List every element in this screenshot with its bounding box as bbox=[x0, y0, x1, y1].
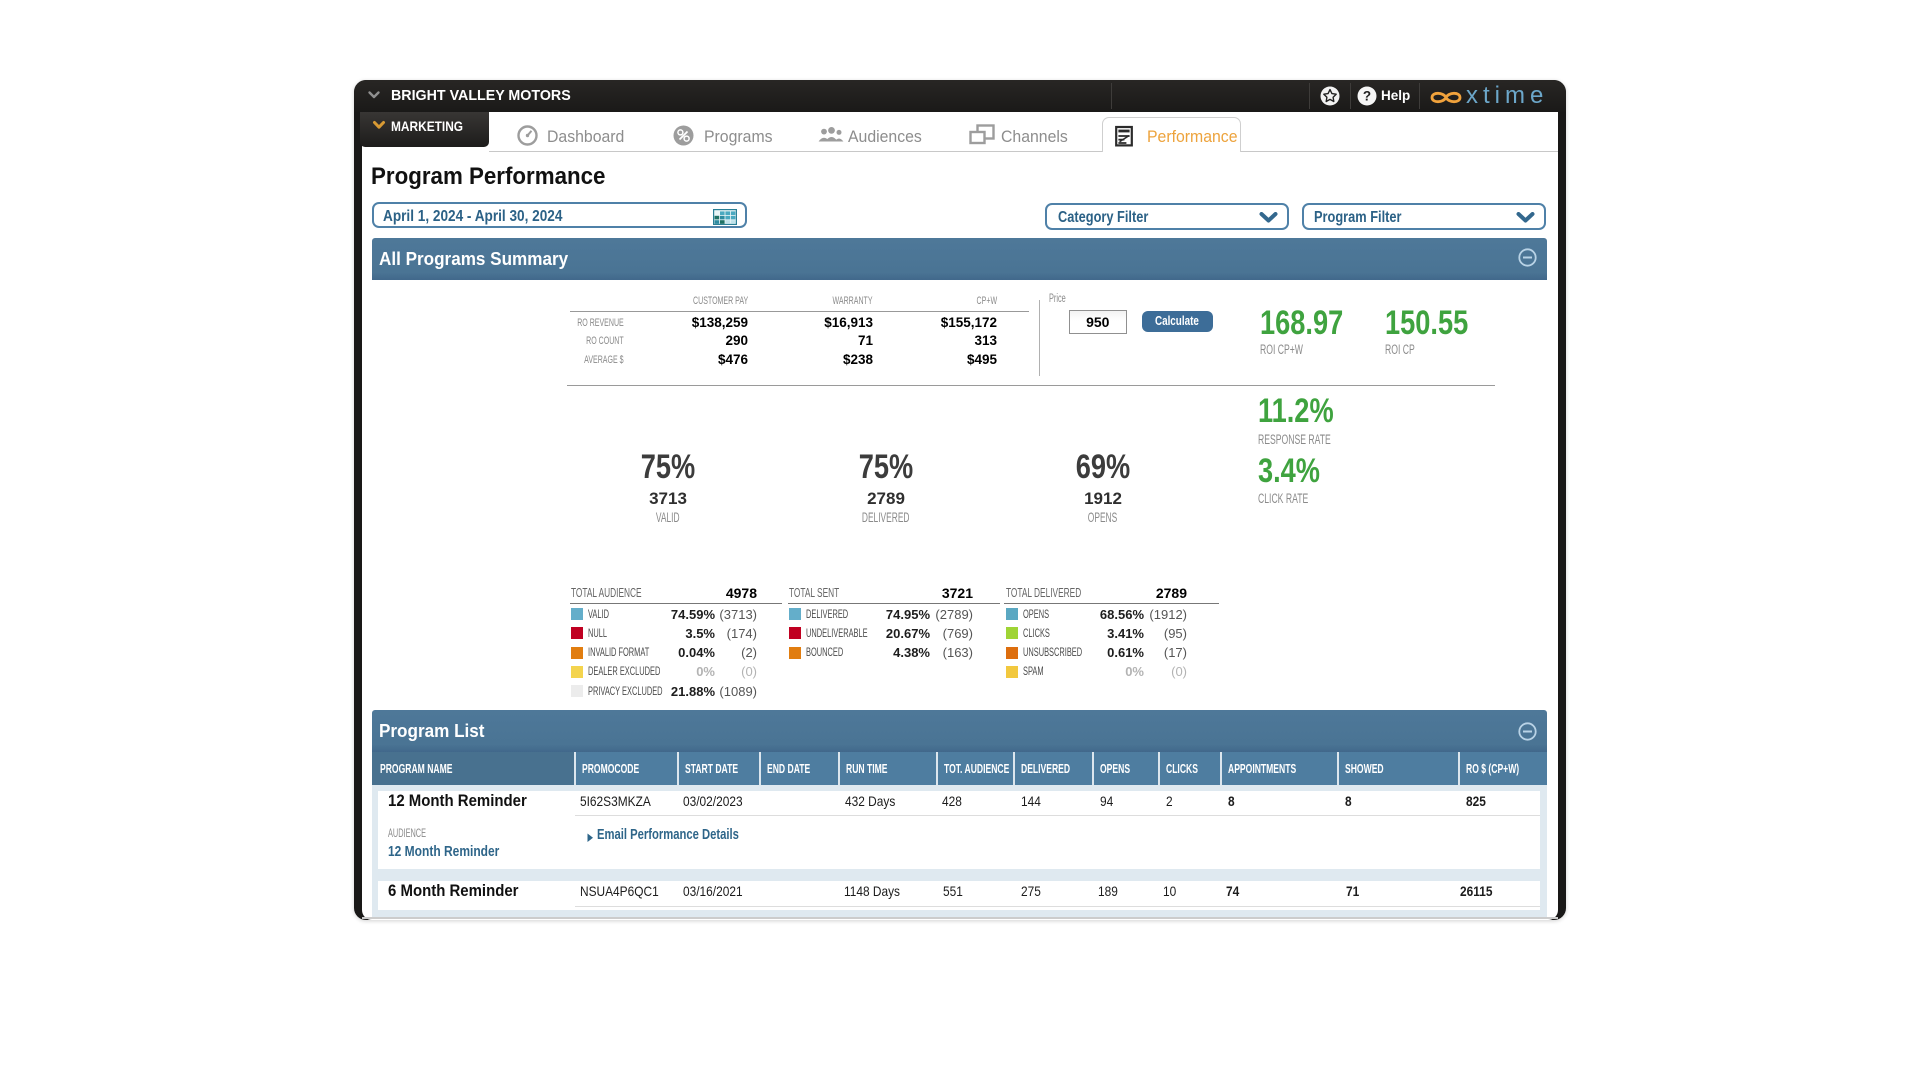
svg-text:?: ? bbox=[1363, 89, 1371, 104]
